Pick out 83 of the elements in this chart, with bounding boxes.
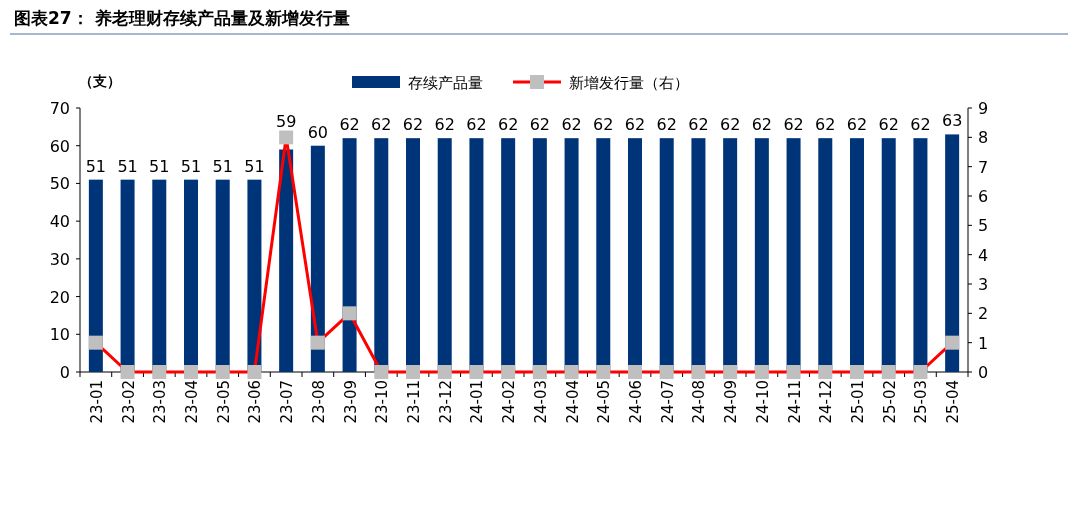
data-label: 62 xyxy=(371,115,392,135)
data-label: 51 xyxy=(212,156,233,176)
y-tick-label: 30 xyxy=(49,249,70,269)
data-label: 62 xyxy=(910,115,931,135)
y-tick-label: 40 xyxy=(49,212,70,232)
x-tick-label: 23-04 xyxy=(183,380,201,424)
bar xyxy=(342,138,357,372)
y2-tick-label: 1 xyxy=(978,333,989,353)
data-label: 60 xyxy=(307,122,329,142)
x-tick-label: 23-03 xyxy=(151,380,170,424)
data-label: 51 xyxy=(244,156,265,176)
y2-tick-label: 9 xyxy=(978,99,989,118)
data-label: 62 xyxy=(688,115,709,135)
y-tick-label: 20 xyxy=(49,287,70,307)
data-label: 51 xyxy=(85,156,107,176)
data-label: 62 xyxy=(751,115,773,135)
bar xyxy=(310,145,325,372)
x-tick-label: 24-04 xyxy=(563,380,582,424)
x-tick-label: 23-05 xyxy=(214,380,233,424)
bar xyxy=(88,179,103,372)
data-label: 62 xyxy=(815,115,836,135)
x-tick-label: 23-11 xyxy=(405,380,423,424)
x-tick-label: 24-10 xyxy=(753,380,772,424)
y-tick-label: 60 xyxy=(49,136,70,156)
data-label: 62 xyxy=(529,115,551,135)
y-tick-label: 0 xyxy=(59,363,70,382)
y2-tick-label: 3 xyxy=(978,275,989,294)
x-tick-label: 24-03 xyxy=(531,380,550,424)
x-tick-label: 23-07 xyxy=(278,380,297,424)
x-tick-label: 24-08 xyxy=(690,380,709,424)
x-tick-label: 25-02 xyxy=(880,380,899,424)
x-tick-label: 24-12 xyxy=(817,380,836,424)
data-label: 62 xyxy=(656,115,677,135)
y2-tick-label: 5 xyxy=(978,216,989,236)
x-tick-label: 25-03 xyxy=(912,380,931,424)
x-tick-label: 24-11 xyxy=(785,380,804,424)
y2-tick-label: 2 xyxy=(978,304,989,324)
legend-label: 新增发行量（右） xyxy=(569,74,689,92)
x-tick-label: 24-07 xyxy=(658,380,677,424)
bar xyxy=(279,149,294,372)
x-tick-label: 23-06 xyxy=(246,380,265,424)
bar xyxy=(945,134,960,372)
x-tick-label: 24-01 xyxy=(468,380,487,424)
data-label: 62 xyxy=(878,115,899,135)
data-label: 62 xyxy=(624,115,646,135)
legend-label: 存续产品量 xyxy=(408,74,483,92)
x-tick-label: 24-09 xyxy=(722,380,741,424)
data-label: 59 xyxy=(275,112,297,132)
y2-tick-label: 4 xyxy=(978,245,989,265)
data-label: 62 xyxy=(783,115,804,135)
data-label: 62 xyxy=(497,115,519,135)
x-tick-label: 24-02 xyxy=(500,380,519,424)
data-label: 62 xyxy=(561,115,582,135)
x-tick-label: 23-01 xyxy=(87,380,106,424)
x-tick-label: 25-04 xyxy=(944,380,963,424)
data-label: 51 xyxy=(149,156,170,176)
y-tick-label: 70 xyxy=(49,99,70,118)
x-tick-label: 24-05 xyxy=(595,380,614,424)
data-label: 62 xyxy=(402,115,424,135)
x-tick-label: 23-08 xyxy=(309,380,328,424)
x-tick-label: 23-02 xyxy=(119,380,138,424)
y2-tick-label: 7 xyxy=(978,157,989,177)
x-tick-label: 24-06 xyxy=(627,380,645,424)
x-tick-label: 23-09 xyxy=(341,380,360,424)
x-tick-label: 23-12 xyxy=(436,380,455,424)
y-tick-label: 10 xyxy=(49,325,70,345)
data-label: 51 xyxy=(180,156,202,176)
data-label: 62 xyxy=(846,115,868,135)
y-axis-title: （支） xyxy=(79,73,121,89)
y2-tick-label: 6 xyxy=(978,187,989,206)
data-label: 62 xyxy=(434,115,455,135)
y-tick-label: 50 xyxy=(49,174,70,194)
x-tick-label: 25-01 xyxy=(849,380,867,424)
data-label: 62 xyxy=(719,115,741,135)
chart-title: 图表27： 养老理财存续产品量及新增发行量 xyxy=(14,8,350,28)
data-label: 51 xyxy=(117,156,138,176)
data-label: 63 xyxy=(941,111,963,131)
y2-tick-label: 8 xyxy=(978,128,989,148)
data-label: 62 xyxy=(339,115,360,135)
y2-tick-label: 0 xyxy=(978,363,989,382)
data-label: 62 xyxy=(593,115,614,135)
data-label: 62 xyxy=(466,115,487,135)
x-tick-label: 23-10 xyxy=(373,380,392,424)
